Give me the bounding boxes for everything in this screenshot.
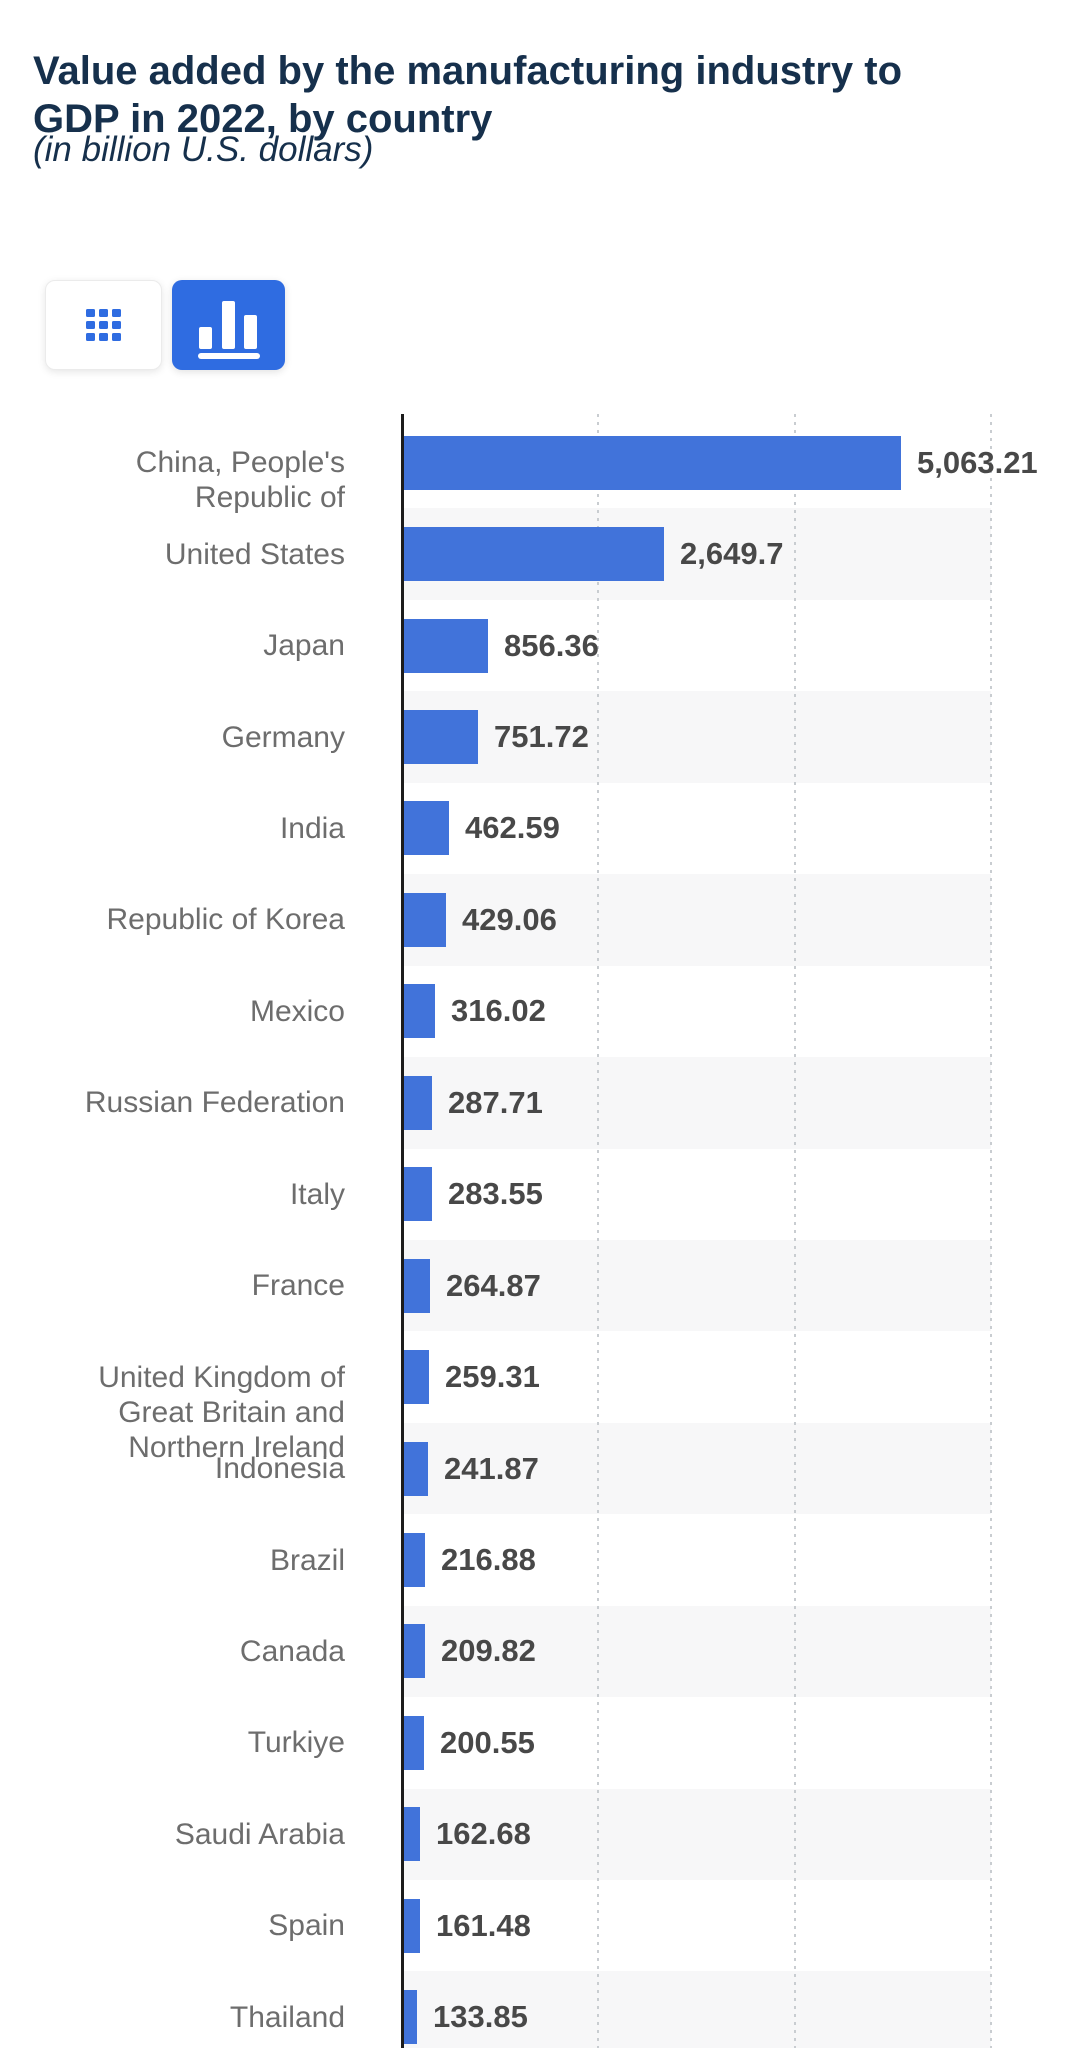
- value-label: 751.72: [494, 719, 589, 754]
- chart-bar[interactable]: [404, 1899, 420, 1953]
- chart-bar[interactable]: [404, 1442, 428, 1496]
- chart-bar[interactable]: [404, 1259, 430, 1313]
- chart-bar[interactable]: [404, 436, 901, 490]
- chart-subtitle: (in billion U.S. dollars): [33, 130, 374, 169]
- chart-bar[interactable]: [404, 1533, 425, 1587]
- value-label: 287.71: [448, 1085, 543, 1120]
- row-stripe: [402, 1971, 991, 2048]
- chart-bar[interactable]: [404, 1990, 417, 2044]
- gridline-6000: [990, 414, 992, 2048]
- view-toggle-toolbar: [45, 280, 285, 370]
- value-label: 241.87: [444, 1451, 539, 1486]
- value-label: 209.82: [441, 1633, 536, 1668]
- category-label: Turkiye: [247, 1726, 345, 1759]
- value-label: 462.59: [465, 810, 560, 845]
- chart-bar[interactable]: [404, 1167, 432, 1221]
- value-label: 200.55: [440, 1725, 535, 1760]
- category-label: Mexico: [249, 995, 345, 1028]
- value-label: 216.88: [441, 1542, 536, 1577]
- chart-bar[interactable]: [404, 984, 435, 1038]
- chart-bar[interactable]: [404, 619, 488, 673]
- category-label: France: [251, 1269, 345, 1302]
- value-label: 283.55: [448, 1176, 543, 1211]
- chart-bar[interactable]: [404, 1807, 420, 1861]
- category-label: Russian Federation: [84, 1086, 345, 1119]
- value-label: 5,063.21: [917, 445, 1038, 480]
- category-label: Indonesia: [214, 1452, 345, 1485]
- chart-view-button[interactable]: [172, 280, 285, 370]
- value-label: 133.85: [433, 1999, 528, 2034]
- category-label: Canada: [239, 1635, 345, 1668]
- row-stripe: [402, 1422, 991, 1515]
- value-label: 264.87: [446, 1268, 541, 1303]
- row-stripe: [402, 1788, 991, 1881]
- chart-bar[interactable]: [404, 527, 664, 581]
- value-label: 316.02: [451, 993, 546, 1028]
- category-label: Italy: [289, 1178, 345, 1211]
- category-label: India: [279, 812, 345, 845]
- chart-title: Value added by the manufacturing industr…: [33, 48, 903, 141]
- row-stripe: [402, 1057, 991, 1149]
- chart-bar[interactable]: [404, 1350, 429, 1404]
- category-label: Japan: [263, 629, 345, 662]
- y-axis-line: [401, 414, 404, 2048]
- value-label: 161.48: [436, 1908, 531, 1943]
- table-view-button[interactable]: [45, 280, 162, 370]
- category-label: China, People's Republic of: [135, 446, 345, 514]
- chart-bar[interactable]: [404, 801, 449, 855]
- category-label: Spain: [268, 1909, 345, 1942]
- category-label: Republic of Korea: [106, 903, 345, 936]
- value-label: 2,649.7: [680, 536, 784, 571]
- chart-bar[interactable]: [404, 710, 478, 764]
- value-label: 429.06: [462, 902, 557, 937]
- category-label: Germany: [221, 721, 345, 754]
- category-label: United States: [164, 538, 345, 571]
- chart-bar[interactable]: [404, 1716, 424, 1770]
- category-label: United Kingdom of Great Britain and Nort…: [98, 1361, 345, 1464]
- chart-bar[interactable]: [404, 1624, 425, 1678]
- chart-bar[interactable]: [404, 893, 446, 947]
- gridline-2000: [597, 414, 599, 2048]
- category-label: Thailand: [229, 2001, 345, 2034]
- gridline-4000: [794, 414, 796, 2048]
- row-stripe: [402, 874, 991, 966]
- value-label: 856.36: [504, 628, 599, 663]
- row-stripe: [402, 1239, 991, 1332]
- bar-chart-icon: [197, 291, 261, 359]
- value-label: 259.31: [445, 1359, 540, 1394]
- category-label: Brazil: [269, 1544, 345, 1577]
- row-stripe: [402, 691, 991, 783]
- row-stripe: [402, 1605, 991, 1698]
- category-label: Saudi Arabia: [174, 1818, 345, 1851]
- value-label: 162.68: [436, 1816, 531, 1851]
- grid-icon: [86, 309, 121, 341]
- chart-bar[interactable]: [404, 1076, 432, 1130]
